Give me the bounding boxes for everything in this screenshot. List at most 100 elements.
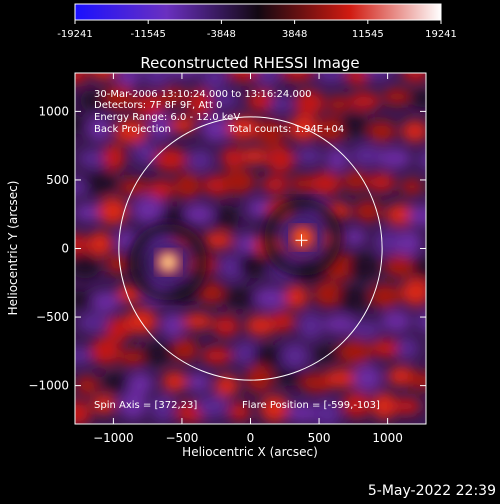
ripple-blob xyxy=(316,116,346,143)
y-tick-label: 500 xyxy=(46,173,69,187)
ripple-blob xyxy=(102,143,126,172)
ripple-blob xyxy=(200,73,228,89)
ripple-blob xyxy=(75,291,93,308)
ripple-blob xyxy=(341,228,367,245)
x-tick-label: 500 xyxy=(308,431,331,445)
ripple-blob xyxy=(201,346,233,365)
ripple-blob xyxy=(268,95,294,113)
ripple-blob xyxy=(117,284,143,303)
ripple-blob xyxy=(294,89,325,117)
ripple-blob xyxy=(256,73,281,87)
ripple-blob xyxy=(75,234,89,256)
x-axis-ticks: −1000 −500 0 500 1000 xyxy=(93,73,403,445)
ripple-blob xyxy=(132,195,165,224)
ripple-blob xyxy=(117,73,141,87)
ripple-blob xyxy=(338,339,372,365)
ripple-blob xyxy=(343,169,368,192)
ripple-blob xyxy=(401,120,426,143)
ripple-blob xyxy=(366,173,396,192)
ripple-blob xyxy=(395,230,422,257)
ripple-blob xyxy=(213,315,239,337)
ripple-blob xyxy=(348,92,381,111)
ripple-blob xyxy=(396,337,419,359)
ripple-blob xyxy=(384,254,415,278)
annotation-spin-axis: Spin Axis = [372,23] xyxy=(94,400,197,411)
ripple-blob xyxy=(241,147,268,165)
ripple-blob xyxy=(274,368,305,386)
ripple-blob xyxy=(90,336,121,365)
ripple-pattern xyxy=(75,73,426,424)
ripple-blob xyxy=(286,403,319,423)
ripple-blob xyxy=(412,257,426,282)
ripple-blob xyxy=(323,314,356,334)
y-axis-ticks: −1000 −500 0 500 1000 xyxy=(28,104,426,393)
ripple-blob xyxy=(377,147,411,169)
annotation-energy: Energy Range: 6.0 - 12.0 keV xyxy=(94,112,240,123)
ripple-blob xyxy=(340,112,369,137)
ripple-blob xyxy=(198,281,225,305)
ripple-blob xyxy=(295,147,323,165)
ripple-blob xyxy=(184,203,214,225)
colorbar-tick-label: -11545 xyxy=(130,29,165,40)
ripple-blob xyxy=(162,371,188,392)
x-tick-label: 1000 xyxy=(372,431,403,445)
flare-position-marker xyxy=(295,234,308,247)
ripple-blob xyxy=(134,93,166,118)
ripple-blob xyxy=(115,230,139,251)
ripple-blob xyxy=(75,114,84,134)
ripple-blob xyxy=(235,234,261,254)
ripple-blob xyxy=(79,91,105,110)
ripple-blob xyxy=(128,372,153,395)
ripple-blob xyxy=(345,73,370,86)
ripple-blob xyxy=(298,312,324,340)
x-tick-label: −500 xyxy=(165,431,198,445)
ripple-blob xyxy=(228,73,262,82)
ripple-blob xyxy=(92,291,120,313)
colorbar-ticks: -19241 -11545 -3848 3848 11545 19241 xyxy=(57,20,457,40)
ripple-blob xyxy=(338,285,370,313)
ripple-blob xyxy=(354,200,382,223)
ripple-blob xyxy=(392,398,421,415)
ripple-blob xyxy=(75,73,88,85)
ripple-blob xyxy=(125,308,158,335)
ripple-blob xyxy=(313,400,341,424)
ripple-blob xyxy=(214,374,239,397)
plot-area: −1000 −500 0 500 1000 −1000 −500 0 500 1000 xyxy=(28,72,427,445)
ripple-blob xyxy=(174,172,201,199)
ripple-blob xyxy=(141,342,174,366)
x-tick-label: 0 xyxy=(247,431,255,445)
source-core xyxy=(297,232,308,243)
ripple-blob xyxy=(245,315,277,336)
ripple-blob xyxy=(78,149,109,168)
ripple-blob xyxy=(118,391,147,419)
ripple-blob xyxy=(148,113,172,140)
ripple-blob xyxy=(290,175,316,192)
ripple-blob xyxy=(153,147,187,171)
heatmap-image xyxy=(75,73,426,424)
ripple-blob xyxy=(97,197,128,225)
ripple-blob xyxy=(187,89,213,117)
annotation-method: Back Projection xyxy=(94,124,171,135)
ripple-blob xyxy=(316,73,346,84)
ripple-blob xyxy=(141,73,171,86)
ripple-blob xyxy=(400,178,424,195)
ripple-blob xyxy=(89,73,117,80)
ripple-blob xyxy=(324,368,358,388)
y-axis-label: Heliocentric Y (arcsec) xyxy=(6,181,20,316)
ripple-blob xyxy=(260,395,290,423)
ripple-blob xyxy=(187,372,210,392)
ripple-blob xyxy=(75,203,104,222)
ripple-blob xyxy=(201,114,231,142)
colorbar-gradient xyxy=(74,3,442,21)
colorbar-tick-label: 11545 xyxy=(352,29,384,40)
ripple-blob xyxy=(106,316,131,342)
ripple-blob xyxy=(369,283,401,309)
ripple-blob xyxy=(281,73,314,81)
ripple-blob xyxy=(383,88,411,105)
ripple-blob xyxy=(327,95,350,113)
ripple-blob xyxy=(222,287,256,309)
ripple-blob xyxy=(238,252,267,278)
ripple-blob xyxy=(220,146,245,169)
x-axis-label: Heliocentric X (arcsec) xyxy=(182,445,318,459)
timestamp: 5-May-2022 22:39 xyxy=(367,483,496,499)
